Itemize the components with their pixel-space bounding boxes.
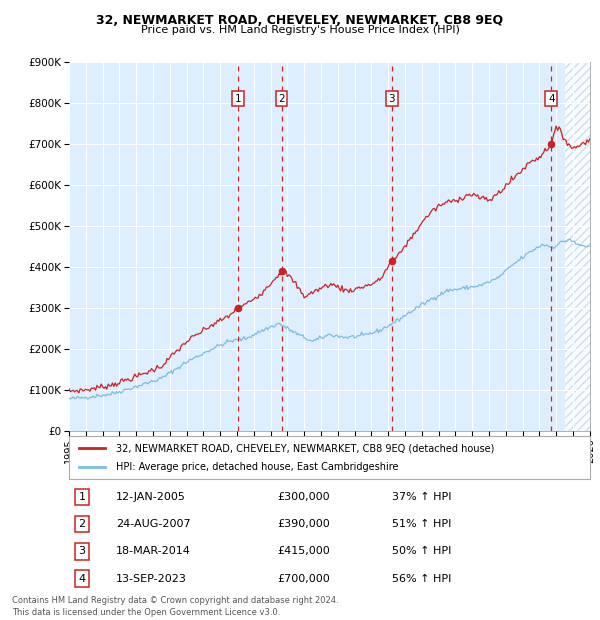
Text: 32, NEWMARKET ROAD, CHEVELEY, NEWMARKET, CB8 9EQ: 32, NEWMARKET ROAD, CHEVELEY, NEWMARKET,… [97,14,503,27]
Text: 51% ↑ HPI: 51% ↑ HPI [392,520,451,529]
Text: 32, NEWMARKET ROAD, CHEVELEY, NEWMARKET, CB8 9EQ (detached house): 32, NEWMARKET ROAD, CHEVELEY, NEWMARKET,… [116,443,494,453]
Text: 37% ↑ HPI: 37% ↑ HPI [392,492,451,502]
Text: 13-SEP-2023: 13-SEP-2023 [116,574,187,583]
Text: 2: 2 [79,520,86,529]
Text: 24-AUG-2007: 24-AUG-2007 [116,520,190,529]
Text: 4: 4 [548,94,554,104]
Text: 3: 3 [79,546,86,556]
Text: £415,000: £415,000 [277,546,330,556]
Text: 18-MAR-2014: 18-MAR-2014 [116,546,191,556]
Bar [565,62,590,431]
Text: 12-JAN-2005: 12-JAN-2005 [116,492,186,502]
Text: 1: 1 [79,492,86,502]
Text: £700,000: £700,000 [277,574,330,583]
Text: 2: 2 [278,94,285,104]
FancyBboxPatch shape [69,436,590,479]
Text: 56% ↑ HPI: 56% ↑ HPI [392,574,451,583]
Text: 3: 3 [388,94,395,104]
Text: Price paid vs. HM Land Registry's House Price Index (HPI): Price paid vs. HM Land Registry's House … [140,25,460,35]
Text: 50% ↑ HPI: 50% ↑ HPI [392,546,451,556]
Text: Contains HM Land Registry data © Crown copyright and database right 2024.
This d: Contains HM Land Registry data © Crown c… [12,596,338,617]
Text: 1: 1 [235,94,241,104]
Text: 4: 4 [79,574,86,583]
Text: £300,000: £300,000 [277,492,330,502]
Text: £390,000: £390,000 [277,520,330,529]
Text: HPI: Average price, detached house, East Cambridgeshire: HPI: Average price, detached house, East… [116,463,398,472]
